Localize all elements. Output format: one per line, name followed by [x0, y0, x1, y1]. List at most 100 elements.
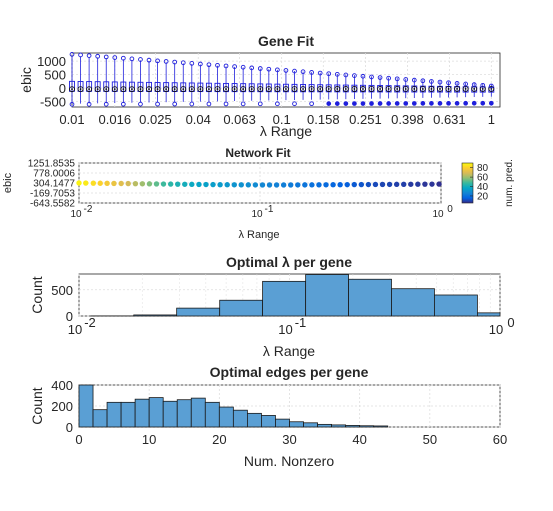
gene-fit-outlier	[206, 101, 212, 107]
gene-fit-median	[69, 86, 75, 93]
gene-fit-median	[360, 86, 366, 92]
gene-fit-median	[411, 86, 418, 92]
gene-fit-median	[437, 85, 443, 92]
gene-fit-outlier	[309, 70, 314, 75]
network-fit-point	[273, 182, 280, 188]
optimal-lambda-bar	[176, 307, 221, 317]
optimal-edges-ytick-label: 0	[66, 420, 73, 435]
network-fit-point	[401, 181, 407, 188]
optimal-lambda-bar	[219, 299, 263, 317]
gene-fit-median	[317, 86, 324, 92]
network-fit-point	[90, 180, 97, 186]
network-fit-point	[224, 182, 230, 188]
gene-fit-xtick-label: 0.01	[59, 112, 84, 127]
optimal-edges-bar	[176, 399, 192, 428]
network-fit-point	[139, 181, 146, 187]
gene-fit-outlier	[146, 57, 152, 63]
optimal-edges-bar	[78, 384, 94, 428]
gene-fit-median-dot	[396, 88, 399, 90]
network-fit-point	[309, 182, 315, 188]
optimal-edges-panel: Optimal edges per gene 0 10 20 30 40 50 60 0 200…	[29, 364, 507, 469]
gene-fit-median-dot	[456, 88, 458, 90]
gene-fit-outlier	[86, 53, 92, 58]
gene-fit-outlier	[95, 53, 101, 59]
gene-fit-outlier	[172, 101, 178, 107]
network-fit-point	[118, 180, 124, 187]
optimal-edges-bar	[359, 425, 375, 428]
network-fit-xtick-exponent: -2	[84, 204, 93, 215]
gene-fit-median	[171, 86, 178, 93]
network-fit-point	[153, 181, 160, 187]
optimal-edges-bar	[120, 401, 136, 428]
network-fit-point	[330, 182, 336, 188]
gene-fit-median-dot	[327, 88, 330, 90]
gene-fit-median-dot	[387, 88, 390, 90]
gene-fit-outlier	[69, 101, 75, 107]
gene-fit-outlier	[386, 101, 391, 106]
network-fit-point	[111, 180, 117, 187]
network-fit-point	[365, 181, 372, 188]
gene-fit-outlier	[454, 100, 460, 106]
network-fit-point	[351, 181, 357, 188]
gene-fit-outlier	[189, 61, 195, 66]
gene-fit-median-dot	[105, 88, 108, 91]
network-fit-xtick-label: 10	[251, 209, 263, 220]
gene-fit-outlier	[463, 100, 468, 106]
gene-fit-outlier	[411, 101, 417, 106]
gene-fit-outlier	[120, 55, 126, 61]
gene-fit-xtick-label: 0.398	[391, 112, 424, 127]
gene-fit-median	[103, 86, 110, 93]
optimal-edges-bar	[373, 425, 389, 428]
gene-fit-outlier	[454, 81, 460, 86]
network-fit-point	[344, 181, 350, 188]
gene-fit-xtick-label: 0.063	[223, 112, 256, 127]
gene-fit-ytick-label: 1000	[37, 54, 66, 69]
optimal-lambda-xtick-exponent: -2	[84, 315, 96, 330]
gene-fit-xtick-label: 1	[488, 112, 495, 127]
gene-fit-median	[325, 86, 332, 92]
gene-fit-median-dot	[379, 88, 381, 90]
optimal-lambda-bar	[133, 314, 178, 317]
network-fit-point	[393, 181, 400, 188]
optimal-edges-ytick-label: 200	[51, 399, 73, 414]
gene-fit-outlier	[232, 64, 237, 69]
gene-fit-median-dot	[344, 88, 347, 90]
gene-fit-median	[111, 86, 118, 93]
gene-fit-xtick-label: 0.158	[307, 112, 340, 127]
optimal-lambda-xtick-label: 10	[489, 322, 503, 337]
optimal-edges-bar	[106, 401, 122, 428]
gene-fit-median	[300, 86, 307, 92]
gene-fit-median	[94, 86, 101, 93]
optimal-edges-xlabel: Num. Nonzero	[244, 453, 334, 469]
gene-fit-outlier	[403, 77, 409, 82]
network-fit-point	[245, 182, 252, 188]
gene-fit-median-dot	[165, 88, 168, 91]
gene-fit-median	[488, 85, 495, 92]
gene-fit-ylabel: ebic	[18, 67, 34, 93]
gene-fit-median-dot	[182, 88, 185, 91]
optimal-lambda-bars	[90, 274, 501, 317]
optimal-lambda-xlabel: λ Range	[263, 343, 315, 359]
optimal-edges-ticks: 0 10 20 30 40 50 60 0 200 400	[51, 378, 507, 447]
gene-fit-median-dot	[156, 88, 159, 91]
gene-fit-median	[86, 86, 93, 93]
gene-fit-median	[334, 86, 341, 92]
gene-fit-median-dot	[79, 88, 82, 91]
network-fit-ticks: 10 -2 10 -1 10 0-643.5582-169.7053304.1477778…	[28, 159, 454, 221]
gene-fit-median-dot	[96, 88, 99, 91]
gene-fit-median-dot	[88, 88, 91, 91]
gene-fit-median	[462, 85, 469, 92]
gene-fit-median	[291, 86, 298, 92]
network-fit-point	[302, 182, 308, 188]
network-fit-point	[146, 181, 153, 187]
gene-fit-outlier	[103, 54, 109, 60]
gene-fit-outlier	[343, 72, 349, 78]
gene-fit-median-dot	[208, 88, 210, 90]
optimal-lambda-bar	[305, 274, 349, 317]
optimal-edges-xtick-label: 20	[212, 432, 226, 447]
network-fit-xtick-exponent: 0	[447, 204, 453, 215]
network-fit-xtick-exponent: -1	[265, 204, 274, 215]
gene-fit-median	[368, 86, 375, 92]
gene-fit-median	[265, 86, 272, 93]
